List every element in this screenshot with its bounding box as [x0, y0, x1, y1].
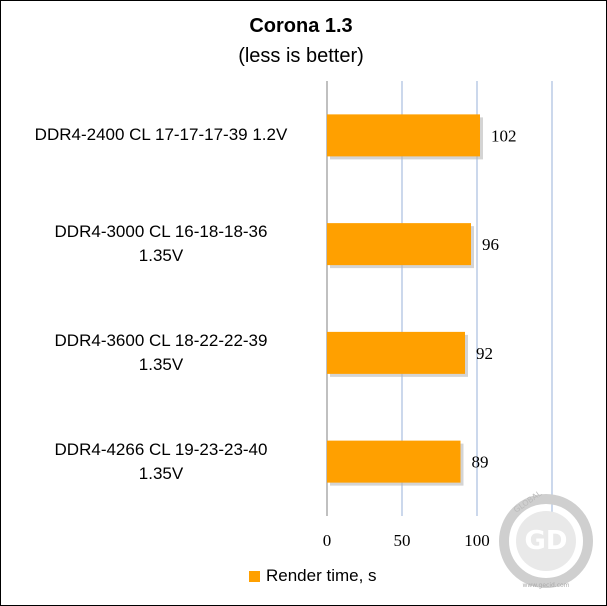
bar-1 [327, 223, 471, 266]
svg-text:GD: GD [525, 526, 568, 556]
bar-2 [327, 331, 465, 374]
bar-3 [327, 440, 461, 483]
legend-swatch [249, 570, 260, 582]
value-label-1: 96 [482, 235, 499, 254]
category-label-line: DDR4-2400 CL 17-17-17-39 1.2V [34, 125, 288, 145]
chart-title: Corona 1.3 [249, 15, 353, 37]
bar-0 [327, 114, 480, 157]
category-label-line: 1.35V [138, 246, 184, 266]
category-label-2: DDR4-3600 CL 18-22-22-39 1.35V [11, 329, 311, 377]
watermark-site: www.gecid.com [522, 582, 569, 589]
x-tick-label-0: 0 [323, 531, 332, 550]
category-label-0: DDR4-2400 CL 17-17-17-39 1.2V [11, 123, 311, 147]
x-tick-label-1: 50 [394, 531, 411, 550]
value-label-0: 102 [491, 126, 517, 145]
category-label-3: DDR4-4266 CL 19-23-23-40 1.35V [11, 438, 311, 486]
legend-label: Render time, s [266, 566, 377, 585]
value-label-3: 89 [472, 453, 489, 472]
x-tick-label-2: 100 [464, 531, 490, 550]
value-label-2: 92 [476, 344, 493, 363]
category-label-line: 1.35V [138, 463, 184, 483]
category-label-line: DDR4-3000 CL 16-18-18-36 [54, 222, 268, 242]
chart-subtitle: (less is better) [238, 45, 364, 67]
legend: Render time, s [249, 565, 377, 587]
watermark-logo: GD GLOBAL www.gecid.com [499, 491, 593, 589]
category-label-line: DDR4-3600 CL 18-22-22-39 [54, 330, 268, 350]
category-label-1: DDR4-3000 CL 16-18-18-36 1.35V [11, 220, 311, 268]
category-label-line: 1.35V [138, 354, 184, 374]
category-label-line: DDR4-4266 CL 19-23-23-40 [54, 439, 268, 459]
